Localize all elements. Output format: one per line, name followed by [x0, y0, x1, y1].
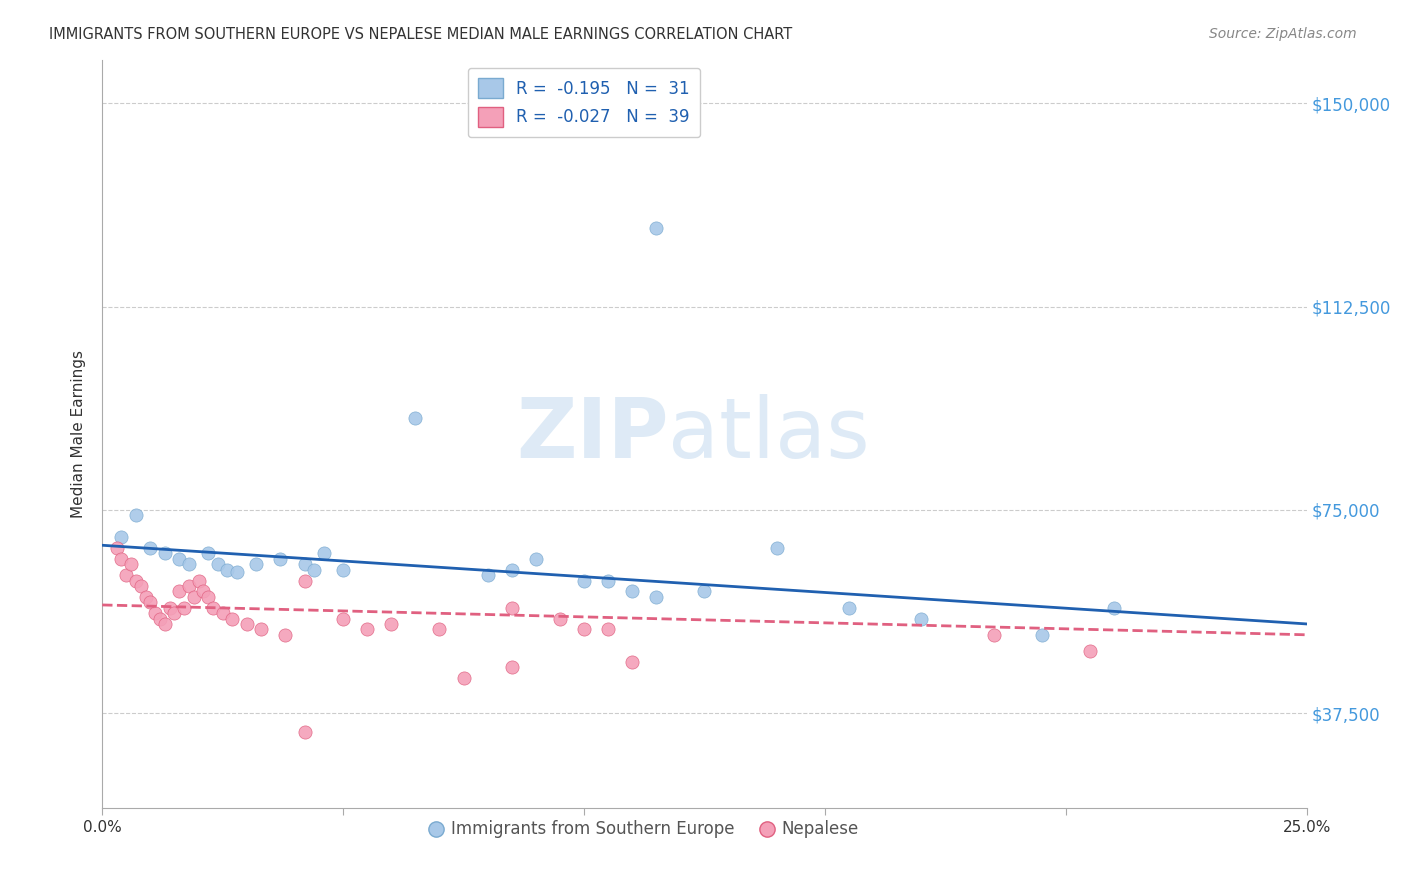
Point — [693, 584, 716, 599]
Point — [765, 541, 787, 555]
Point — [910, 611, 932, 625]
Point — [110, 551, 132, 566]
Text: ZIP: ZIP — [516, 393, 668, 475]
Point — [110, 530, 132, 544]
Point — [453, 671, 475, 685]
Text: IMMIGRANTS FROM SOUTHERN EUROPE VS NEPALESE MEDIAN MALE EARNINGS CORRELATION CHA: IMMIGRANTS FROM SOUTHERN EUROPE VS NEPAL… — [49, 27, 793, 42]
Text: atlas: atlas — [668, 393, 870, 475]
Point — [129, 579, 152, 593]
Point — [1031, 628, 1053, 642]
Point — [236, 616, 259, 631]
Point — [250, 623, 273, 637]
Point — [125, 574, 148, 588]
Point — [245, 558, 267, 572]
Point — [139, 541, 162, 555]
Point — [183, 590, 205, 604]
Point — [294, 558, 316, 572]
Point — [356, 623, 378, 637]
Point — [645, 590, 668, 604]
Point — [983, 628, 1005, 642]
Point — [294, 725, 316, 739]
Point — [143, 606, 166, 620]
Point — [125, 508, 148, 523]
Point — [645, 220, 668, 235]
Point — [149, 611, 172, 625]
Point — [207, 558, 229, 572]
Point — [193, 584, 215, 599]
Point — [302, 563, 325, 577]
Point — [202, 600, 225, 615]
Point — [332, 563, 354, 577]
Point — [1078, 644, 1101, 658]
Point — [211, 606, 233, 620]
Point — [153, 546, 176, 560]
Point — [135, 590, 157, 604]
Point — [187, 574, 209, 588]
Point — [501, 600, 523, 615]
Point — [598, 623, 620, 637]
Point — [572, 574, 595, 588]
Point — [169, 551, 191, 566]
Point — [598, 574, 620, 588]
Point — [429, 623, 451, 637]
Point — [404, 410, 426, 425]
Point — [548, 611, 571, 625]
Point — [501, 563, 523, 577]
Point — [524, 551, 547, 566]
Point — [380, 616, 402, 631]
Point — [274, 628, 297, 642]
Point — [269, 551, 291, 566]
Point — [153, 616, 176, 631]
Point — [572, 623, 595, 637]
Point — [197, 590, 219, 604]
Text: Source: ZipAtlas.com: Source: ZipAtlas.com — [1209, 27, 1357, 41]
Point — [115, 568, 138, 582]
Point — [838, 600, 860, 615]
Point — [177, 579, 200, 593]
Legend: Immigrants from Southern Europe, Nepalese: Immigrants from Southern Europe, Nepales… — [423, 814, 866, 845]
Point — [105, 541, 128, 555]
Point — [312, 546, 335, 560]
Point — [221, 611, 243, 625]
Point — [621, 655, 644, 669]
Y-axis label: Median Male Earnings: Median Male Earnings — [72, 350, 86, 518]
Point — [294, 574, 316, 588]
Point — [1102, 600, 1125, 615]
Point — [173, 600, 195, 615]
Point — [169, 584, 191, 599]
Point — [332, 611, 354, 625]
Point — [139, 595, 162, 609]
Point — [226, 566, 249, 580]
Point — [159, 600, 181, 615]
Point — [501, 660, 523, 674]
Point — [163, 606, 186, 620]
Point — [621, 584, 644, 599]
Point — [177, 558, 200, 572]
Point — [217, 563, 239, 577]
Point — [120, 558, 142, 572]
Point — [197, 546, 219, 560]
Point — [477, 568, 499, 582]
